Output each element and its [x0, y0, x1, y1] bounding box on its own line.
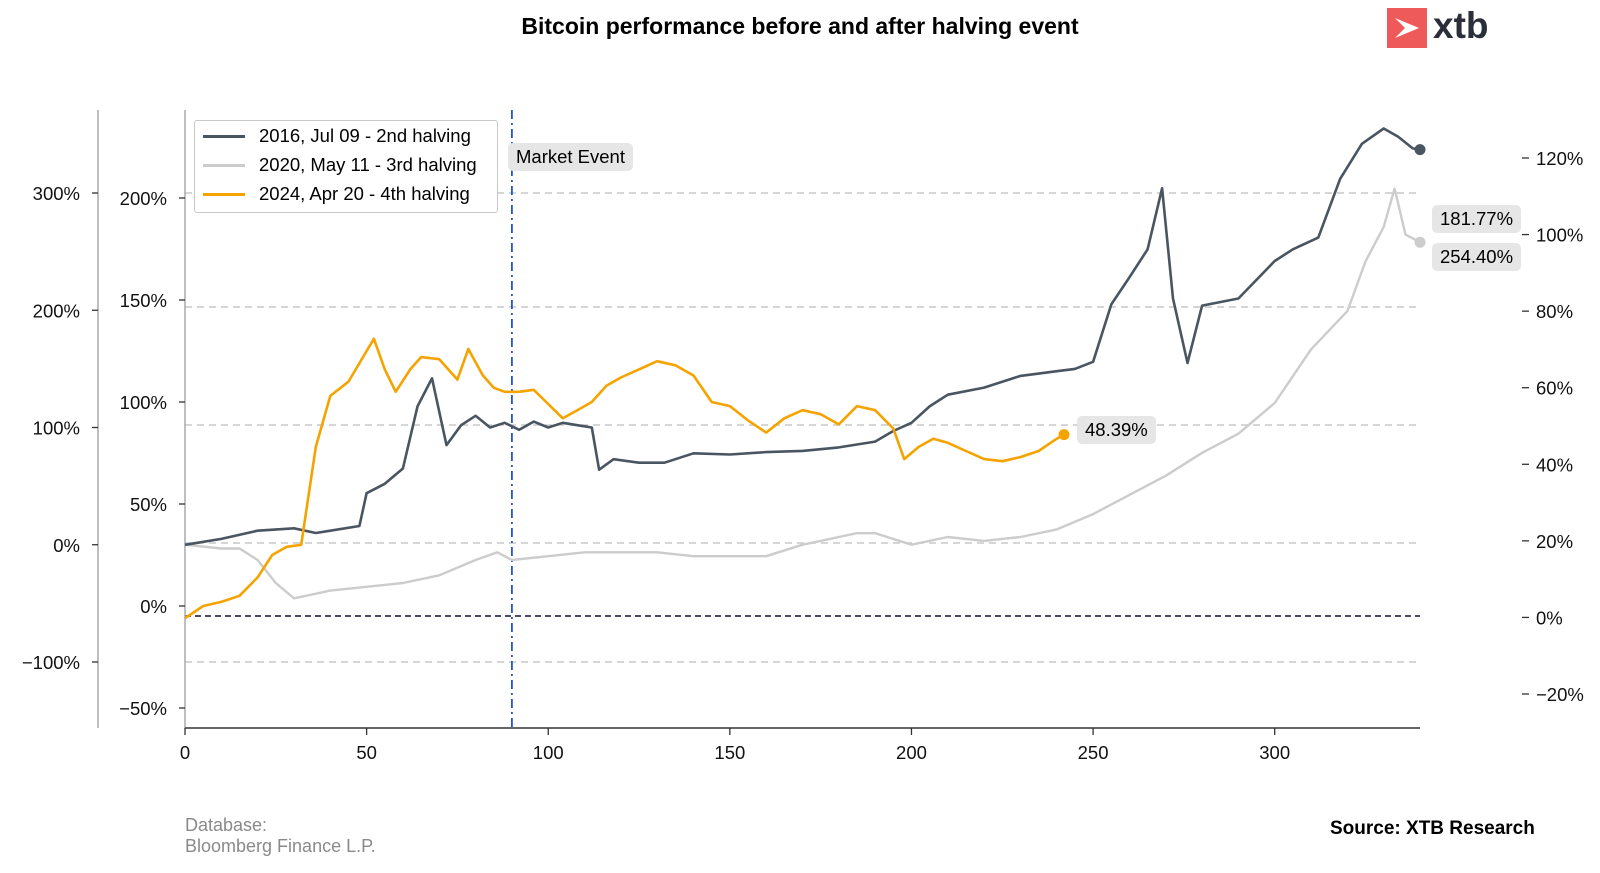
outer-left-tick-label: 300% — [33, 183, 80, 204]
end-label-2024: 48.39% — [1077, 416, 1156, 444]
x-tick-label: 100 — [533, 742, 564, 763]
end-marker-2020 — [1414, 236, 1426, 248]
outer-left-tick-label: 100% — [33, 418, 80, 439]
right-tick-label: 80% — [1536, 301, 1573, 322]
end-label-2020: 254.40% — [1432, 243, 1522, 271]
right-tick-label: 100% — [1536, 225, 1583, 246]
inner-left-tick-label: 50% — [130, 494, 167, 515]
x-tick-label: 50 — [356, 742, 377, 763]
footer-database-value: Bloomberg Finance L.P. — [185, 836, 376, 856]
x-tick-label: 250 — [1078, 742, 1109, 763]
end-label-2016: 181.77% — [1432, 205, 1522, 233]
outer-left-tick-label: 200% — [33, 300, 80, 321]
right-tick-label: 20% — [1536, 531, 1573, 552]
chart-legend: 2016, Jul 09 - 2nd halving 2020, May 11 … — [194, 120, 498, 213]
right-tick-label: 60% — [1536, 378, 1573, 399]
right-tick-label: 0% — [1536, 607, 1563, 628]
x-tick-label: 150 — [714, 742, 745, 763]
end-marker-2024 — [1058, 429, 1070, 441]
legend-item-2020: 2020, May 11 - 3rd halving — [203, 152, 477, 178]
xtb-logo-icon — [1387, 8, 1427, 48]
series-line-2016 — [184, 127, 1421, 547]
legend-label-2016: 2016, Jul 09 - 2nd halving — [259, 125, 471, 146]
chart-title: Bitcoin performance before and after hal… — [521, 13, 1079, 39]
legend-swatch-2016 — [203, 134, 245, 138]
footer-database-label: Database: — [185, 815, 268, 835]
series-line-2024 — [184, 337, 1065, 620]
xtb-logo-text: xtb — [1433, 5, 1489, 46]
inner-left-tick-label: 150% — [120, 290, 167, 311]
footer-database: Database: Bloomberg Finance L.P. — [185, 815, 376, 857]
x-tick-label: 200 — [896, 742, 927, 763]
inner-left-tick-label: 100% — [120, 392, 167, 413]
right-tick-label: 120% — [1536, 148, 1583, 169]
legend-label-2020: 2020, May 11 - 3rd halving — [259, 154, 477, 175]
outer-left-tick-label: −100% — [22, 652, 80, 673]
outer-left-tick-label: 0% — [53, 535, 80, 556]
x-tick-label: 300 — [1259, 742, 1290, 763]
legend-swatch-2024 — [203, 192, 245, 196]
end-marker-2016 — [1414, 144, 1426, 156]
x-tick-label: 0 — [180, 742, 190, 763]
series-line-2020 — [184, 187, 1421, 600]
market-event-label: Market Event — [508, 143, 633, 171]
legend-item-2024: 2024, Apr 20 - 4th halving — [203, 181, 470, 207]
right-tick-label: 40% — [1536, 454, 1573, 475]
inner-left-tick-label: 200% — [120, 188, 167, 209]
right-tick-label: −20% — [1536, 684, 1584, 705]
legend-item-2016: 2016, Jul 09 - 2nd halving — [203, 123, 471, 149]
inner-left-tick-label: −50% — [119, 698, 167, 719]
xtb-logo: xtb — [1387, 5, 1507, 50]
legend-swatch-2020 — [203, 163, 245, 167]
legend-label-2024: 2024, Apr 20 - 4th halving — [259, 183, 470, 204]
footer-source: Source: XTB Research — [1330, 818, 1535, 839]
inner-left-tick-label: 0% — [140, 596, 167, 617]
